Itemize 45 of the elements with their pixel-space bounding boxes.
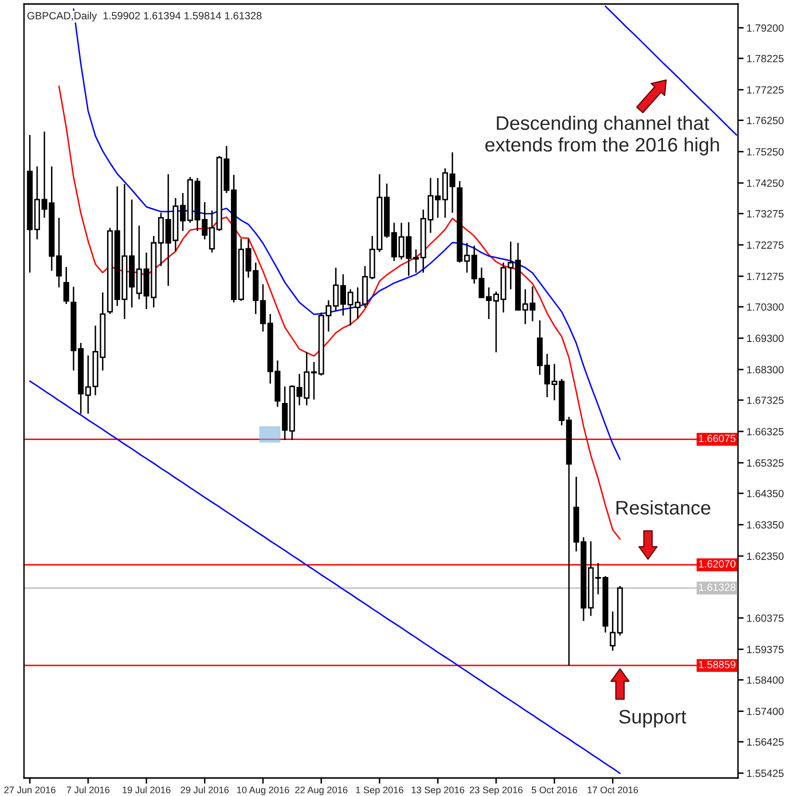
y-tick-label: 1.55425 [747, 770, 784, 778]
ref-line-label: 1.58859 [699, 660, 736, 668]
y-tick-label: 1.73275 [747, 210, 784, 218]
y-tick-label: 1.56425 [747, 738, 784, 746]
y-tick-label: 1.68300 [747, 366, 784, 374]
y-tick-label: 1.58400 [747, 676, 784, 684]
x-tick-label: 29 Jul 2016 [180, 786, 229, 794]
x-tick-label: 27 Jun 2016 [4, 786, 56, 794]
annotation: Resistance [616, 500, 710, 515]
y-tick-label: 1.76250 [747, 116, 784, 124]
y-tick-label: 1.57400 [747, 708, 784, 716]
text: GBPCAD,Daily 1.59902 1.61394 1.59814 1.61328 [27, 12, 262, 22]
line-series [604, 6, 738, 136]
candlestick [63, 266, 70, 305]
x-tick-label: 13 Sep 2016 [412, 786, 464, 796]
y-tick-label: 1.75250 [747, 148, 784, 156]
y-tick-label: 1.69300 [747, 334, 784, 342]
y-tick-label: 1.65325 [747, 459, 784, 467]
y-tick-label: 1.64350 [747, 490, 784, 498]
y-tick-label: 1.70300 [747, 303, 784, 311]
y-tick-label: 1.72275 [747, 241, 784, 249]
y-tick-label: 1.74250 [747, 180, 784, 187]
x-tick-label: 7 Jul 2016 [66, 786, 110, 794]
annotation: Support [619, 710, 686, 728]
y-tick-label: 1.63350 [747, 521, 784, 529]
x-tick-label: 22 Aug 2016 [295, 786, 348, 796]
x-tick-label: 23 Sep 2016 [470, 786, 522, 796]
ref-line-label: 1.61328 [699, 584, 736, 591]
x-tick-label: 17 Oct 2016 [588, 786, 638, 794]
y-tick-label: 1.60375 [747, 614, 784, 622]
x-tick-label: 1 Sep 2016 [356, 786, 404, 796]
y-tick-label: 1.59375 [747, 646, 784, 654]
y-tick-label: 1.78225 [747, 54, 784, 62]
y-tick-label: 1.62350 [747, 552, 784, 560]
x-tick-label: 19 Jul 2016 [122, 786, 170, 794]
y-tick-label: 1.67325 [747, 396, 784, 404]
y-tick-label: 1.77225 [747, 86, 784, 94]
y-tick-label: 1.79200 [747, 24, 784, 32]
x-tick-label: 5 Oct 2016 [532, 786, 578, 794]
x-tick-label: 10 Aug 2016 [237, 786, 290, 796]
annotation: Descending channel that extends from the 2016 high [485, 116, 719, 156]
y-tick-label: 1.71275 [747, 272, 784, 280]
y-tick-label: 1.66325 [747, 428, 784, 436]
ref-line-label: 1.66075 [699, 434, 736, 442]
ref-line-label: 1.62070 [699, 560, 736, 568]
